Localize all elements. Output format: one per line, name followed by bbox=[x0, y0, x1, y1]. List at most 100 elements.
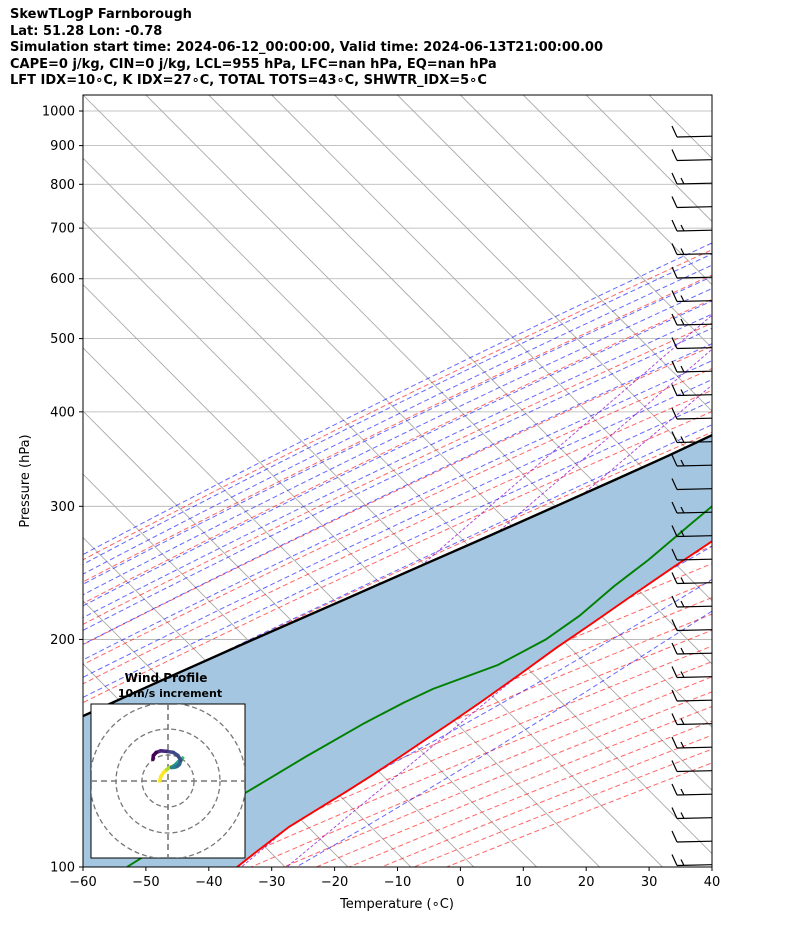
y-tick-label: 400 bbox=[50, 405, 75, 420]
wind-barb bbox=[671, 360, 712, 373]
wind-barb bbox=[671, 243, 712, 256]
wind-barb bbox=[671, 619, 712, 632]
dry-adiabat bbox=[83, 322, 712, 625]
wind-barb bbox=[671, 290, 712, 303]
temperature-line bbox=[236, 540, 712, 867]
isotherm-line bbox=[83, 95, 712, 728]
wind-barb bbox=[671, 666, 712, 679]
dry-adiabat bbox=[83, 368, 712, 666]
moist-adiabat bbox=[83, 360, 712, 661]
wind-barb bbox=[671, 783, 712, 796]
indices-line-1: CAPE=0 j/kg, CIN=0 j/kg, LCL=955 hPa, LF… bbox=[10, 56, 497, 72]
moist-adiabat bbox=[83, 276, 712, 585]
x-axis-label: Temperature (∘C) bbox=[339, 897, 454, 912]
wind-barb bbox=[671, 478, 712, 491]
wind-barb bbox=[671, 713, 712, 726]
mixing-ratio-line bbox=[83, 314, 712, 861]
x-tick-label: 20 bbox=[578, 875, 595, 890]
wind-barb bbox=[671, 501, 712, 514]
y-tick-label: 300 bbox=[50, 500, 75, 515]
wind-barb bbox=[671, 149, 712, 162]
wind-barb bbox=[671, 807, 712, 820]
dry-adiabat bbox=[381, 734, 712, 867]
wind-barb bbox=[671, 266, 712, 279]
indices-line-2: LFT IDX=10∘C, K IDX=27∘C, TOTAL TOTS=43∘… bbox=[10, 73, 487, 88]
chart-header: SkewTLogP Farnborough Lat: 51.28 Lon: -0… bbox=[10, 7, 603, 90]
parcel-profile-line bbox=[83, 433, 712, 718]
inset-subtitle: 10m/s increment bbox=[118, 687, 222, 700]
wind-barb bbox=[671, 172, 712, 185]
isotherm-line bbox=[208, 95, 712, 602]
wind-barb bbox=[671, 689, 712, 702]
dewpoint-line bbox=[126, 505, 712, 867]
wind-barb bbox=[671, 595, 712, 608]
wind-barb bbox=[671, 407, 712, 420]
pressure-gridlines bbox=[83, 110, 712, 867]
isotherm-line bbox=[83, 220, 712, 855]
hodograph-inset: Wind Profile 10m/s increment bbox=[90, 671, 246, 859]
dry-adiabat bbox=[83, 249, 712, 561]
x-tick-label: 0 bbox=[456, 875, 464, 890]
chart-title: SkewTLogP Farnborough bbox=[10, 7, 192, 22]
isotherm-line bbox=[145, 95, 712, 665]
wind-barb bbox=[671, 760, 712, 773]
x-tick-label: 30 bbox=[641, 875, 658, 890]
wind-barb bbox=[671, 337, 712, 350]
y-tick-label: 500 bbox=[50, 332, 75, 347]
isotherm-line bbox=[83, 157, 712, 792]
wind-barb bbox=[671, 384, 712, 397]
isotherm-line bbox=[460, 95, 712, 349]
moist-adiabat bbox=[83, 264, 712, 575]
y-tick-label: 900 bbox=[50, 139, 75, 154]
y-tick-label: 200 bbox=[50, 633, 75, 648]
wind-barb bbox=[671, 572, 712, 585]
inset-title: Wind Profile bbox=[125, 671, 208, 685]
dry-adiabat bbox=[413, 748, 712, 867]
x-tick-label: 40 bbox=[704, 875, 721, 890]
moist-adiabats bbox=[83, 242, 712, 867]
wind-barb bbox=[671, 642, 712, 655]
dry-adiabat bbox=[83, 411, 712, 704]
wind-barb bbox=[671, 219, 712, 232]
x-tick-label: −20 bbox=[321, 875, 348, 890]
wind-barb bbox=[671, 125, 712, 138]
isotherm-line bbox=[711, 95, 712, 96]
wind-barb bbox=[671, 454, 712, 467]
hodograph-segment bbox=[151, 753, 156, 762]
isotherm-line bbox=[334, 95, 712, 475]
isotherm-line bbox=[83, 347, 600, 867]
wind-barb bbox=[671, 548, 712, 561]
x-tick-label: −60 bbox=[69, 875, 96, 890]
y-tick-label: 100 bbox=[50, 861, 75, 876]
y-axis-label: Pressure (hPa) bbox=[18, 434, 33, 527]
hodograph-trace bbox=[151, 749, 185, 783]
x-tick-label: 10 bbox=[515, 875, 532, 890]
x-tick-label: −40 bbox=[195, 875, 222, 890]
wind-barb bbox=[671, 431, 712, 444]
x-axis-ticks: −60 −50 −40 −30 −20 −10 0 10 20 30 40 bbox=[69, 867, 720, 890]
time-line: Simulation start time: 2024-06-12_00:00:… bbox=[10, 40, 603, 55]
wind-barbs bbox=[671, 125, 712, 867]
y-tick-label: 700 bbox=[50, 222, 75, 237]
y-tick-label: 800 bbox=[50, 178, 75, 193]
wind-barb bbox=[671, 525, 712, 538]
dry-adiabat bbox=[83, 298, 712, 604]
moist-adiabat bbox=[83, 379, 712, 678]
wind-barb bbox=[671, 196, 712, 209]
moist-adiabat bbox=[83, 343, 712, 645]
isotherm-line bbox=[522, 95, 712, 286]
isotherm-line bbox=[83, 284, 663, 867]
y-axis-ticks: 1000 900 800 700 600 500 400 300 200 100 bbox=[42, 105, 83, 876]
isotherm-line bbox=[397, 95, 712, 412]
moist-adiabat bbox=[83, 287, 712, 596]
wind-barb bbox=[671, 830, 712, 843]
y-tick-label: 1000 bbox=[42, 105, 75, 120]
wind-barb bbox=[671, 313, 712, 326]
x-tick-label: −10 bbox=[384, 875, 411, 890]
x-tick-label: −30 bbox=[258, 875, 285, 890]
wind-barb bbox=[671, 736, 712, 749]
y-tick-label: 600 bbox=[50, 272, 75, 287]
x-tick-label: −50 bbox=[132, 875, 159, 890]
location-line: Lat: 51.28 Lon: -0.78 bbox=[10, 23, 163, 39]
